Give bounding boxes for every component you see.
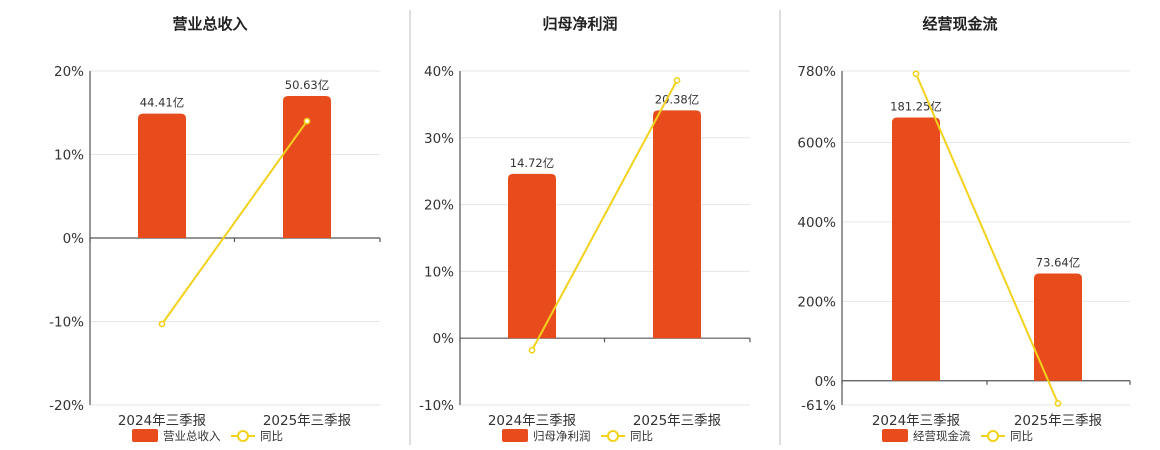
y-tick-label: 20%	[424, 198, 454, 214]
y-tick-label: 40%	[424, 64, 454, 80]
chart-title: 营业总收入	[172, 15, 247, 33]
x-tick-label: 2025年三季报	[263, 413, 351, 429]
y-tick-label: -10%	[419, 398, 454, 414]
x-tick-label: 2025年三季报	[1014, 413, 1102, 429]
chart-panel-1: 营业总收入 20% 10% 0% -10% -20% 44.41亿 50.63亿 2024年三季…	[49, 15, 381, 443]
y-tick-label: -20%	[49, 398, 84, 414]
legend-line-marker	[237, 430, 249, 442]
x-tick-label: 2024年三季报	[488, 413, 576, 429]
yoy-point[interactable]	[303, 117, 311, 125]
x-tick-label: 2025年三季报	[633, 413, 721, 429]
bar-data-label: 20.38亿	[655, 92, 699, 106]
legend-line-label: 同比	[630, 429, 653, 443]
chart-title: 经营现金流	[922, 15, 997, 33]
y-tick-label: 30%	[424, 131, 454, 147]
legend-bar-swatch[interactable]	[502, 429, 528, 442]
legend-bar-swatch[interactable]	[132, 429, 158, 442]
legend-line-marker	[987, 430, 999, 442]
x-tick-label: 2024年三季报	[872, 413, 960, 429]
legend-line-marker	[607, 430, 619, 442]
y-tick-label: 600%	[797, 135, 836, 151]
bar[interactable]	[138, 113, 186, 238]
y-tick-label: -61%	[801, 398, 836, 414]
bar[interactable]	[508, 173, 556, 339]
y-tick-label: -10%	[49, 315, 84, 331]
chart-panel-3: 经营现金流 780% 600% 400% 200% 0% -61% 181.25亿 73.64亿…	[797, 15, 1131, 443]
chart-title: 归母净利润	[542, 15, 617, 33]
yoy-point[interactable]	[912, 70, 920, 78]
yoy-point[interactable]	[158, 320, 166, 328]
legend-bar-label: 归母净利润	[533, 429, 591, 443]
legend-bar-label: 经营现金流	[913, 429, 971, 443]
y-tick-label: 0%	[433, 331, 455, 347]
y-tick-label: 0%	[815, 374, 837, 390]
yoy-point[interactable]	[1054, 400, 1062, 407]
bar-data-label: 50.63亿	[285, 78, 329, 92]
yoy-line	[161, 120, 308, 325]
bar-data-label: 14.72亿	[510, 156, 554, 170]
bar-data-label: 44.41亿	[140, 96, 184, 110]
bar[interactable]	[283, 96, 331, 238]
yoy-line	[915, 73, 1059, 404]
legend-bar-label: 营业总收入	[163, 429, 221, 443]
y-tick-label: 780%	[797, 64, 836, 80]
yoy-point[interactable]	[673, 76, 681, 84]
bar-data-label: 73.64亿	[1036, 256, 1080, 270]
yoy-line	[531, 79, 678, 351]
bar[interactable]	[653, 110, 701, 339]
x-tick-label: 2024年三季报	[118, 413, 206, 429]
y-tick-label: 400%	[797, 215, 836, 231]
legend-line-label: 同比	[260, 429, 283, 443]
chart-panel-2: 归母净利润 40% 30% 20% 10% 0% -10% 14.72亿 20.38亿 2024年…	[419, 15, 751, 443]
yoy-point[interactable]	[528, 346, 536, 354]
bar[interactable]	[1034, 273, 1082, 381]
y-tick-label: 10%	[424, 264, 454, 280]
legend-bar-swatch[interactable]	[882, 429, 908, 442]
y-tick-label: 20%	[54, 64, 84, 80]
y-tick-label: 200%	[797, 294, 836, 310]
legend-line-label: 同比	[1010, 429, 1033, 443]
bar[interactable]	[892, 117, 940, 381]
y-tick-label: 10%	[54, 148, 84, 164]
bar-data-label: 181.25亿	[890, 99, 942, 113]
y-tick-label: 0%	[63, 231, 85, 247]
